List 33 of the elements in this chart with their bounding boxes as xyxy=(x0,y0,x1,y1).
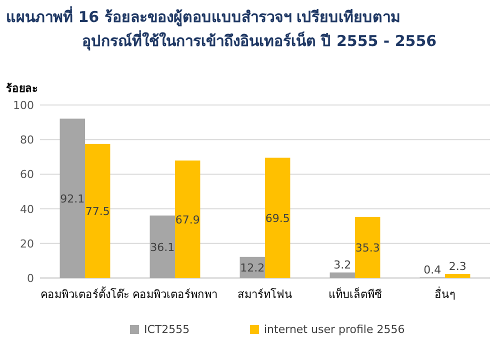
x-tick-label: คอมพิวเตอร์ตั้งโต๊ะ xyxy=(40,286,130,301)
bar xyxy=(175,160,200,278)
chart-title: แผนภาพที่ 16 ร้อยละของผู้ตอบแบบสำรวจฯ เปรียบเทียบตาม อุปกรณ์ที่ใช้ในการเข้าถึงอินเทอร์เน็ต ปี 2555 - 2556 xyxy=(6,6,437,51)
x-tick-label: แท็บเล็ตพีซี xyxy=(328,287,382,301)
bar xyxy=(355,216,380,278)
legend-label: internet user profile 2556 xyxy=(264,323,405,336)
x-tick-label: คอมพิวเตอร์พกพา xyxy=(132,288,218,301)
x-tick-label: อื่นๆ xyxy=(434,286,456,301)
y-tick-label: 0 xyxy=(27,272,34,285)
x-tick-label: สมาร์ทโฟน xyxy=(238,287,292,301)
legend-label: ICT2555 xyxy=(144,323,190,336)
data-label: 12.2 xyxy=(240,261,265,274)
bar xyxy=(85,144,110,278)
data-label: 3.2 xyxy=(334,258,352,272)
bar xyxy=(445,274,470,278)
data-label: 67.9 xyxy=(175,213,200,226)
bar xyxy=(150,216,175,278)
y-tick-label: 20 xyxy=(20,237,34,250)
data-label: 69.5 xyxy=(265,212,290,225)
y-tick-label: 40 xyxy=(20,202,34,216)
y-tick-label: 80 xyxy=(20,134,34,147)
bar xyxy=(60,118,85,278)
y-tick-label: 60 xyxy=(20,168,34,182)
data-label: 77.5 xyxy=(85,204,110,218)
data-label: 0.4 xyxy=(424,263,442,276)
data-label: 35.3 xyxy=(355,241,380,254)
y-axis-title: ร้อยละ xyxy=(6,82,38,95)
y-tick-label: 100 xyxy=(13,99,34,112)
bar xyxy=(330,272,355,278)
data-label: 36.1 xyxy=(150,240,175,254)
data-label: 92.1 xyxy=(60,192,85,206)
data-label: 2.3 xyxy=(448,260,466,274)
bar xyxy=(265,158,290,278)
